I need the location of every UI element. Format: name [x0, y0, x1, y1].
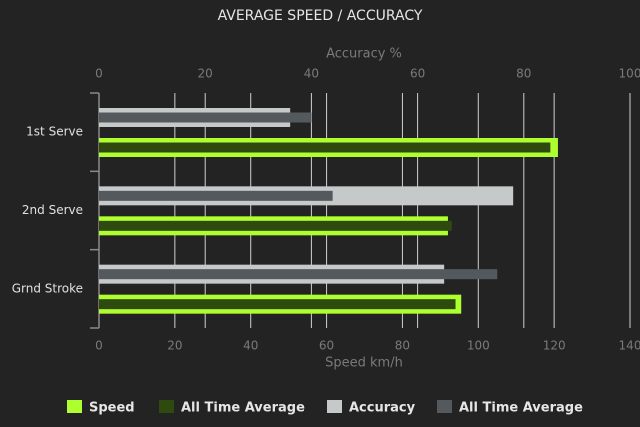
- legend-swatch: [327, 400, 342, 413]
- bar: [99, 269, 498, 280]
- x-tick-label: 20: [167, 339, 182, 353]
- x2-tick-label: 20: [198, 67, 213, 81]
- legend-label: All Time Average: [181, 401, 305, 416]
- legend-label: Speed: [89, 401, 135, 416]
- x-tick-label: 40: [243, 339, 258, 353]
- legend-swatch: [67, 400, 82, 413]
- x2-tick-label: 40: [304, 67, 319, 81]
- bar: [99, 112, 312, 123]
- y-tick-label: 2nd Serve: [22, 203, 83, 217]
- x2-tick-label: 0: [95, 67, 103, 81]
- x2-axis-title: Accuracy %: [326, 47, 402, 62]
- x2-tick-label: 80: [516, 67, 531, 81]
- x2-tick-label: 60: [410, 67, 425, 81]
- chart-title: AVERAGE SPEED / ACCURACY: [218, 8, 423, 24]
- x-tick-label: 0: [95, 339, 103, 353]
- x-tick-label: 80: [395, 339, 410, 353]
- x2-tick-label: 100: [619, 67, 640, 81]
- x-tick-label: 140: [619, 339, 640, 353]
- y-tick-label: Grnd Stroke: [12, 281, 83, 295]
- bar: [99, 299, 456, 310]
- bar: [99, 220, 452, 231]
- x-tick-label: 60: [319, 339, 334, 353]
- x-tick-label: 100: [467, 339, 490, 353]
- y-tick-label: 1st Serve: [26, 125, 83, 139]
- bar: [99, 190, 333, 201]
- x-tick-label: 120: [543, 339, 566, 353]
- legend-swatch: [437, 400, 452, 413]
- legend-label: Accuracy: [349, 401, 416, 416]
- x-axis-title: Speed km/h: [325, 356, 403, 371]
- legend-swatch: [159, 400, 174, 413]
- legend-label: All Time Average: [459, 401, 583, 416]
- bar: [99, 142, 551, 153]
